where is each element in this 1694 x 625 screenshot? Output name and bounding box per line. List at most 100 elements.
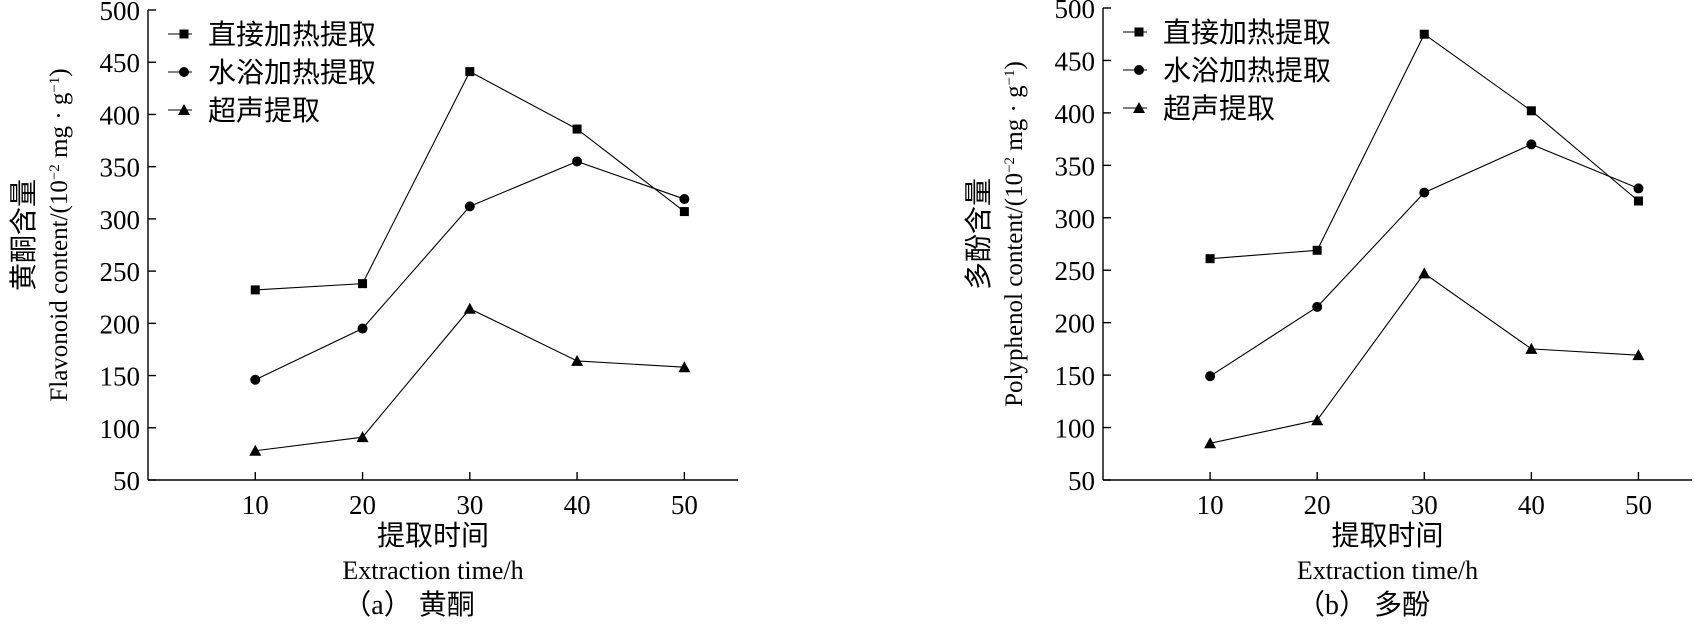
data-point <box>1204 437 1217 449</box>
y-tick-label: 150 <box>100 362 141 392</box>
data-point <box>571 354 584 366</box>
data-point <box>1418 267 1431 279</box>
legend-label: 直接加热提取 <box>1163 17 1331 49</box>
y-tick-label: 50 <box>1068 466 1095 496</box>
data-point <box>679 194 690 205</box>
series-circle <box>250 156 690 385</box>
data-point <box>463 302 476 314</box>
data-point <box>1205 371 1216 382</box>
y-label-main: Flavonoid content/(10 <box>46 180 73 402</box>
data-point <box>1419 187 1430 198</box>
y-label-close: ) <box>46 68 73 76</box>
y-tick-label: 300 <box>100 205 141 235</box>
x-axis-label-en: Extraction time/h <box>1297 556 1478 585</box>
y-axis-label: 多酚含量 Polyphenol content/(10−2 mg · g−1) <box>963 61 1028 407</box>
y-tick-label: 200 <box>100 309 141 339</box>
y-tick-label: 300 <box>1055 204 1096 234</box>
y-tick-label: 500 <box>1055 0 1096 24</box>
y-tick-label: 150 <box>1055 361 1096 391</box>
data-point <box>1526 139 1537 150</box>
y-tick-label: 250 <box>1055 256 1096 286</box>
data-point <box>1312 245 1322 255</box>
series-line <box>1209 272 1639 444</box>
y-label-unit: mg · g <box>1001 85 1028 157</box>
data-point <box>1312 301 1323 312</box>
data-point <box>250 374 261 385</box>
y-tick-label: 500 <box>100 0 141 26</box>
y-label-exponent: −2 <box>1002 157 1018 173</box>
series-line <box>255 160 685 381</box>
y-label-exponent: −2 <box>47 164 63 180</box>
y-tick-label: 100 <box>100 414 141 444</box>
legend-marker <box>179 29 189 39</box>
data-point <box>1419 29 1429 39</box>
y-tick-label: 350 <box>100 153 141 183</box>
x-axis-label-cn: 提取时间 <box>377 520 489 552</box>
y-tick-label: 100 <box>1055 414 1096 444</box>
y-tick-label: 450 <box>100 48 141 78</box>
x-tick-label: 10 <box>1197 490 1224 520</box>
series-triangle <box>1204 267 1645 449</box>
x-tick-label: 40 <box>1518 490 1545 520</box>
series-line <box>1209 143 1639 377</box>
legend-label: 水浴加热提取 <box>1163 55 1331 87</box>
y-axis-label-cn: 多酚含量 <box>963 178 995 290</box>
data-point <box>250 285 260 295</box>
data-point <box>1525 342 1538 354</box>
x-tick-label: 20 <box>1304 490 1331 520</box>
y-label-exponent: −1 <box>47 77 63 93</box>
data-point <box>1633 196 1643 206</box>
legend-item: 直接加热提取 <box>168 19 376 51</box>
data-point <box>465 67 475 77</box>
legend-marker <box>1134 27 1144 37</box>
data-point <box>1311 414 1324 426</box>
x-tick-label: 40 <box>564 490 591 520</box>
series-line <box>255 308 685 452</box>
legend-marker <box>1134 65 1144 75</box>
legend-label: 直接加热提取 <box>208 19 376 51</box>
data-point <box>1632 349 1645 361</box>
legend-item: 直接加热提取 <box>1123 17 1331 49</box>
y-tick-label: 400 <box>100 100 141 130</box>
x-tick-label: 30 <box>456 490 483 520</box>
data-point <box>678 361 691 373</box>
legend-item: 水浴加热提取 <box>1123 55 1331 87</box>
y-axis-label-cn: 黄酮含量 <box>8 179 40 291</box>
x-tick-label: 30 <box>1411 490 1438 520</box>
x-axis-label-en: Extraction time/h <box>342 556 523 585</box>
data-point <box>464 201 475 212</box>
y-label-main: Polyphenol content/(10 <box>1001 173 1028 407</box>
legend-label: 超声提取 <box>208 95 320 127</box>
x-axis-label-cn: 提取时间 <box>1331 520 1443 552</box>
legend-item: 超声提取 <box>1123 93 1275 125</box>
x-tick-label: 20 <box>349 490 376 520</box>
legend-item: 水浴加热提取 <box>168 57 376 89</box>
panel-caption: （a） 黄酮 <box>343 589 474 621</box>
legend-marker <box>179 67 189 77</box>
y-label-close: ) <box>1001 61 1028 69</box>
data-point <box>572 156 583 167</box>
y-tick-label: 250 <box>100 257 141 287</box>
data-point <box>1205 254 1215 264</box>
x-tick-label: 10 <box>242 490 269 520</box>
data-point <box>679 207 689 217</box>
series-square <box>1205 29 1643 264</box>
y-tick-label: 50 <box>113 466 140 496</box>
y-tick-label: 350 <box>1055 151 1096 181</box>
y-label-unit: mg · g <box>46 92 73 164</box>
data-point <box>249 444 262 456</box>
y-axis-label: 黄酮含量 Flavonoid content/(10−2 mg · g−1) <box>8 68 73 401</box>
legend-label: 超声提取 <box>1163 93 1275 125</box>
data-point <box>1526 106 1536 116</box>
legend-marker <box>1133 102 1145 113</box>
series-circle <box>1205 139 1644 382</box>
y-tick-label: 200 <box>1055 309 1096 339</box>
legend-label: 水浴加热提取 <box>208 57 376 89</box>
panel-caption: （b） 多酚 <box>1297 589 1430 621</box>
y-axis-label-en: Polyphenol content/(10−2 mg · g−1) <box>1001 61 1028 407</box>
legend-item: 超声提取 <box>168 95 320 127</box>
series-triangle <box>249 302 691 456</box>
